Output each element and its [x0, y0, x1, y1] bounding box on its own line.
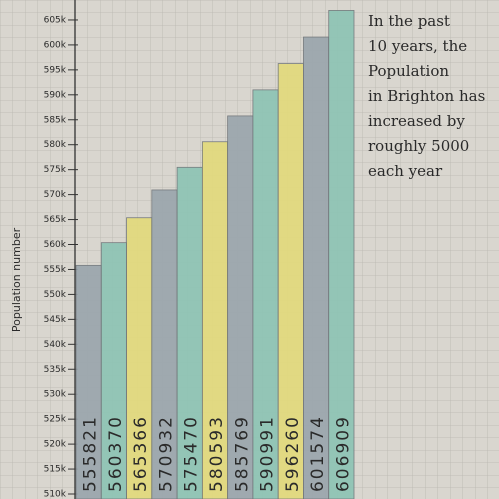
- annotation: In the past: [368, 12, 450, 30]
- value-label: 596260: [283, 415, 303, 492]
- y-tick-label: 555k: [44, 265, 67, 275]
- annotation: Population: [368, 62, 449, 80]
- y-tick-label: 540k: [44, 340, 67, 350]
- value-label: 601574: [308, 415, 328, 492]
- value-label: 560370: [106, 415, 126, 492]
- annotation: roughly 5000: [368, 137, 469, 155]
- y-tick-label: 535k: [44, 365, 67, 375]
- y-tick-label: 605k: [44, 15, 67, 25]
- y-tick-label: 585k: [44, 115, 67, 125]
- y-tick-label: 580k: [44, 140, 67, 150]
- y-tick-label: 590k: [44, 90, 67, 100]
- annotation: each year: [368, 162, 443, 180]
- value-label: 575470: [182, 415, 202, 492]
- value-label: 585769: [232, 415, 252, 492]
- bar: [328, 10, 355, 499]
- y-tick-label: 550k: [44, 290, 67, 300]
- y-tick-label: 520k: [44, 440, 67, 450]
- y-axis-label: Population number: [10, 227, 23, 332]
- value-label: 580593: [207, 415, 227, 492]
- y-tick-label: 600k: [44, 40, 67, 50]
- y-tick-label: 515k: [44, 465, 67, 475]
- bar: [75, 264, 102, 499]
- y-tick-label: 560k: [44, 240, 67, 250]
- y-tick-label: 510k: [44, 490, 67, 499]
- bar: [176, 166, 203, 499]
- value-label: 590991: [258, 415, 278, 492]
- annotation: 10 years, the: [368, 37, 467, 55]
- y-tick-label: 595k: [44, 65, 67, 75]
- value-label: 565366: [131, 415, 151, 492]
- bar: [126, 217, 153, 499]
- value-label: 606909: [333, 415, 353, 492]
- bar: [227, 115, 254, 499]
- annotation: in Brighton has: [368, 87, 485, 105]
- bar: [151, 189, 178, 499]
- y-tick-label: 575k: [44, 165, 67, 175]
- y-tick-label: 545k: [44, 315, 67, 325]
- value-label: 570932: [156, 415, 176, 492]
- y-tick-label: 565k: [44, 215, 67, 225]
- y-tick-label: 530k: [44, 390, 67, 400]
- annotation: increased by: [368, 112, 465, 130]
- y-tick-label: 525k: [44, 415, 67, 425]
- value-label: 555821: [81, 415, 101, 492]
- bar: [100, 242, 127, 499]
- bar: [201, 141, 229, 499]
- y-tick-label: 570k: [44, 190, 67, 200]
